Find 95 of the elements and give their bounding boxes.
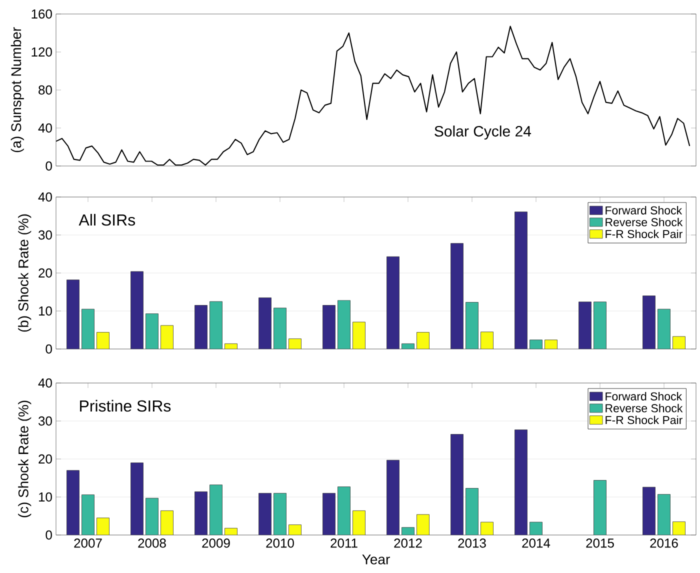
bar (672, 336, 686, 349)
bar (450, 434, 464, 535)
y-tick-label: 0 (46, 344, 52, 354)
bar (530, 522, 542, 535)
legend-label: Forward Shock (606, 392, 682, 400)
bar (160, 325, 174, 349)
bar (338, 300, 350, 349)
bar (450, 243, 464, 349)
legend-label: Reverse Shock (606, 218, 683, 226)
y-tick-label: 20 (38, 454, 52, 464)
legend-label: Forward Shock (606, 206, 682, 214)
y-tick-label: 30 (38, 230, 52, 240)
bar (416, 332, 430, 349)
bar (386, 256, 400, 349)
x-axis-title: Year (362, 554, 390, 564)
y-axis-title: (b) Shock Rate (%) (18, 214, 32, 332)
y-tick-label: 40 (38, 192, 52, 202)
annotation: Solar Cycle 24 (434, 126, 532, 140)
y-tick-label: 30 (38, 416, 52, 426)
x-tick-label: 2013 (458, 538, 486, 548)
y-tick-label: 0 (46, 530, 52, 540)
y-tick-label: 80 (38, 85, 52, 95)
bar (210, 301, 222, 349)
bar (466, 488, 478, 535)
annotation: All SIRs (78, 214, 136, 226)
bar (544, 340, 558, 349)
bar (322, 493, 336, 535)
y-axis-title: (c) Shock Rate (%) (18, 400, 32, 518)
bar (338, 486, 350, 535)
bar (352, 510, 366, 535)
bar (96, 332, 110, 349)
bar (82, 308, 94, 349)
x-tick-label: 2011 (330, 538, 358, 548)
bar (658, 308, 670, 349)
bar (224, 343, 238, 349)
y-tick-label: 10 (39, 492, 52, 502)
bar (146, 313, 158, 349)
bar (274, 493, 286, 535)
bar (210, 484, 222, 535)
bar (402, 343, 414, 349)
y-tick-label: 10 (39, 306, 52, 316)
bar (514, 212, 528, 349)
legend-label: Reverse Shock (606, 404, 683, 412)
x-tick-label: 2012 (394, 538, 422, 548)
bar (66, 280, 80, 349)
bar (258, 493, 272, 535)
bar (594, 302, 606, 349)
bar (194, 305, 208, 349)
y-tick-label: 0 (46, 161, 52, 171)
bar (146, 498, 158, 535)
x-tick-label: 2015 (586, 538, 614, 548)
bar (96, 518, 110, 535)
bar (594, 480, 606, 535)
bar (578, 302, 592, 349)
bar (322, 305, 336, 349)
x-tick-label: 2014 (522, 538, 550, 548)
bar (274, 308, 286, 349)
bar (288, 524, 302, 535)
x-tick-label: 2008 (138, 538, 166, 548)
bar (224, 528, 238, 535)
bar (160, 510, 174, 535)
x-tick-label: 2010 (266, 538, 294, 548)
bar (402, 527, 414, 535)
y-tick-label: 40 (38, 123, 52, 133)
line-series (56, 26, 690, 166)
y-tick-label: 120 (32, 47, 52, 57)
bar (82, 494, 94, 535)
x-tick-label: 2007 (74, 538, 102, 548)
annotation: Pristine SIRs (80, 400, 171, 412)
bar (352, 322, 366, 349)
y-tick-label: 40 (38, 378, 52, 388)
bar (130, 271, 144, 349)
legend-label: F-R Shock Pair (606, 416, 682, 424)
bar (480, 522, 494, 535)
y-tick-label: 160 (32, 9, 52, 19)
bar (66, 470, 80, 535)
bar (416, 514, 430, 535)
bar (642, 486, 656, 535)
bar (258, 298, 272, 349)
bar (130, 462, 144, 535)
bar (194, 491, 208, 535)
x-tick-label: 2009 (202, 538, 230, 548)
y-axis-title: (a) Sunspot Number (10, 27, 24, 152)
bar (672, 522, 686, 535)
bar (658, 494, 670, 535)
y-tick-label: 20 (38, 268, 52, 278)
x-tick-label: 2016 (650, 538, 678, 548)
bar (466, 302, 478, 349)
legend-label: F-R Shock Pair (606, 230, 682, 238)
bar (514, 430, 528, 535)
bar (288, 338, 302, 349)
bar (386, 460, 400, 535)
bar (530, 340, 542, 349)
bar (480, 332, 494, 349)
bar (642, 296, 656, 349)
